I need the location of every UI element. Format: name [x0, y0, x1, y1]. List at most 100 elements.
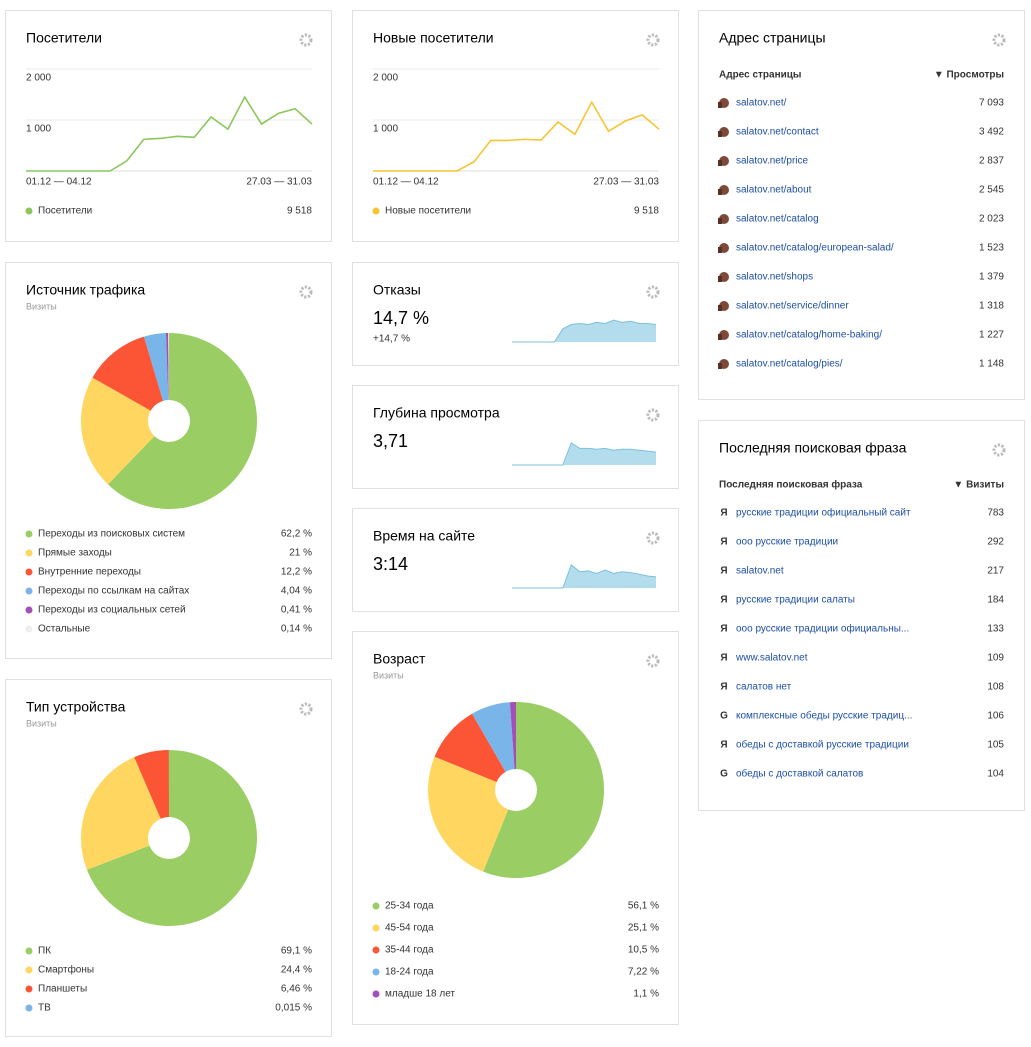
- site-icon-part: [718, 276, 722, 282]
- widget: [698, 420, 1025, 811]
- row-value: 7 093: [979, 98, 1004, 109]
- engine-icon: Я: [720, 653, 727, 664]
- kpi-value: 14,7 %: [373, 308, 429, 328]
- row-value: 109: [987, 653, 1004, 664]
- row-label[interactable]: salatov.net/catalog/home-baking/: [736, 330, 882, 341]
- row-label[interactable]: salatov.net/catalog/pies/: [736, 359, 843, 370]
- settings-icon[interactable]: [992, 443, 1006, 457]
- settings-icon-center: [303, 706, 309, 712]
- row-value: 108: [987, 682, 1004, 693]
- row-label[interactable]: русские традиции официальный сайт: [736, 507, 911, 519]
- row-value: 184: [987, 595, 1004, 606]
- widget: [5, 10, 332, 242]
- sparkline: [512, 442, 657, 466]
- widget: [352, 385, 679, 489]
- settings-icon[interactable]: [299, 285, 313, 299]
- subtitle: Визиты: [26, 301, 57, 311]
- pie-hole: [495, 769, 537, 811]
- column-header[interactable]: ▼ Визиты: [953, 480, 1004, 491]
- row-value: 106: [987, 711, 1004, 722]
- sparkline-fill: [512, 564, 656, 588]
- engine-icon: G: [720, 769, 728, 780]
- row-label[interactable]: salatov.net/shops: [736, 272, 813, 283]
- legend-value: 0,14 %: [281, 624, 312, 635]
- engine-icon: Я: [720, 740, 727, 751]
- row-label[interactable]: обеды с доставкой салатов: [736, 768, 863, 780]
- row-label[interactable]: обеды с доставкой русские традиции: [736, 739, 909, 751]
- widget: [352, 262, 679, 366]
- x-tick-label: 27.03 — 31.03: [593, 177, 659, 188]
- row-value: 2 545: [979, 185, 1004, 196]
- subtitle: Визиты: [373, 670, 404, 680]
- settings-icon[interactable]: [646, 408, 660, 422]
- legend-dot: [25, 947, 33, 955]
- kpi-value: 3,71: [373, 431, 408, 451]
- engine-icon: Я: [720, 624, 727, 635]
- settings-icon[interactable]: [646, 33, 660, 47]
- row-label[interactable]: www.salatov.net: [735, 653, 808, 664]
- row-label[interactable]: ооо русские традиции: [736, 537, 838, 548]
- legend-value: 7,22 %: [628, 967, 659, 978]
- row-value: 3 492: [979, 127, 1004, 138]
- settings-icon[interactable]: [992, 33, 1006, 47]
- y-tick-label: 1 000: [373, 124, 398, 135]
- row-label[interactable]: ооо русские традиции официальны...: [736, 623, 909, 635]
- engine-icon: Я: [720, 595, 727, 606]
- legend-value: 62,2 %: [281, 529, 312, 540]
- row-label[interactable]: salatov.net/catalog: [736, 214, 819, 225]
- row-label[interactable]: salatov.net/contact: [736, 127, 819, 138]
- legend-value: 25,1 %: [628, 923, 659, 934]
- widget-title: Последняя поисковая фраза: [719, 440, 907, 456]
- pie-slice: [509, 702, 516, 790]
- widget-title: Отказы: [373, 282, 421, 298]
- site-icon-part: [718, 102, 722, 108]
- legend-dot: [25, 207, 33, 215]
- row-label[interactable]: salatov.net/price: [736, 156, 809, 167]
- pie-hole: [148, 400, 190, 442]
- row-value: 2 837: [979, 156, 1004, 167]
- row-value: 783: [987, 508, 1004, 519]
- x-tick-label: 01.12 — 04.12: [26, 177, 92, 188]
- settings-icon[interactable]: [299, 33, 313, 47]
- kpi-change: +14,7 %: [373, 334, 410, 345]
- legend-dot: [25, 568, 33, 576]
- row-label[interactable]: salatov.net/catalog/european-salad/: [736, 243, 894, 254]
- site-icon-part: [718, 160, 722, 166]
- legend-dot: [372, 924, 380, 932]
- row-value: 1 227: [979, 330, 1004, 341]
- row-value: 2 023: [979, 214, 1004, 225]
- column-header: Адрес страницы: [719, 70, 801, 81]
- legend-dot: [25, 606, 33, 614]
- legend-label: Смартфоны: [38, 964, 94, 976]
- pie-slice: [143, 333, 169, 421]
- subtitle: Визиты: [26, 718, 57, 728]
- settings-icon[interactable]: [646, 285, 660, 299]
- row-label[interactable]: salatov.net/: [736, 98, 787, 109]
- legend-value: 1,1 %: [633, 989, 659, 1000]
- column-header[interactable]: ▼ Просмотры: [934, 70, 1004, 81]
- legend-value: 10,5 %: [628, 945, 659, 956]
- pie-slice: [92, 336, 169, 421]
- widget-title: Возраст: [373, 651, 426, 667]
- legend-value: 24,4 %: [281, 965, 312, 976]
- row-label[interactable]: salatov.net: [736, 566, 784, 577]
- row-label[interactable]: salatov.net/service/dinner: [736, 301, 849, 312]
- legend-dot: [25, 985, 33, 993]
- legend-value: 0,015 %: [275, 1003, 312, 1014]
- row-label[interactable]: комплексные обеды русские традиц...: [736, 710, 912, 722]
- settings-icon[interactable]: [299, 702, 313, 716]
- settings-icon[interactable]: [646, 531, 660, 545]
- legend-dot: [372, 990, 380, 998]
- settings-icon-center: [650, 535, 656, 541]
- pie-slice: [81, 377, 169, 485]
- pie-hole: [148, 817, 190, 859]
- settings-icon-center: [650, 658, 656, 664]
- row-label[interactable]: салатов нет: [736, 682, 792, 693]
- settings-icon-center: [996, 37, 1002, 43]
- row-label[interactable]: русские традиции салаты: [736, 595, 855, 606]
- settings-icon[interactable]: [646, 654, 660, 668]
- widget-title: Источник трафика: [26, 282, 145, 298]
- row-value: 1 148: [979, 359, 1004, 370]
- row-label[interactable]: salatov.net/about: [736, 185, 812, 196]
